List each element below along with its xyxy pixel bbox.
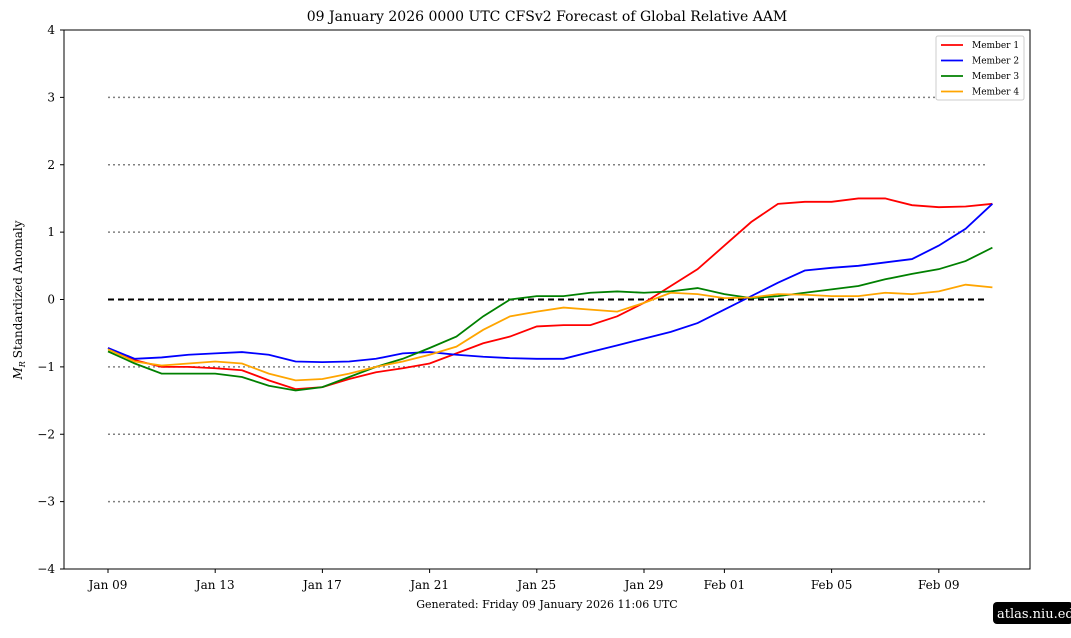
legend-label: Member 4 (972, 88, 1019, 98)
y-tick-label: −4 (37, 562, 55, 576)
y-label-subscript: R (18, 361, 27, 368)
x-tick-label: Jan 17 (301, 578, 342, 592)
y-label-text: MR Standardized Anomaly (11, 220, 27, 380)
y-tick-label: −1 (37, 360, 55, 374)
x-tick-label: Jan 21 (408, 578, 449, 592)
x-tick-label: Jan 13 (194, 578, 235, 592)
y-tick-label: 4 (47, 23, 55, 37)
legend: Member 1 Member 2 Member 3 Member 4 (935, 35, 1025, 101)
y-tick-label: 1 (47, 225, 55, 239)
series-line (107, 246, 993, 392)
series-line (107, 197, 993, 391)
y-tick-label: 0 (47, 293, 55, 307)
x-tick-label: Feb 05 (811, 578, 853, 592)
x-tick-label: Jan 09 (87, 578, 128, 592)
legend-label: Member 3 (972, 72, 1019, 82)
y-tick-label: −3 (37, 495, 55, 509)
legend-label: Member 2 (972, 57, 1019, 67)
x-tick-label: Feb 01 (704, 578, 746, 592)
series-line (107, 283, 993, 382)
chart-title: 09 January 2026 0000 UTC CFSv2 Forecast … (307, 9, 788, 25)
y-tick-label: 2 (47, 158, 55, 172)
y-label-main: Standardized Anomaly (11, 220, 25, 358)
badge-bg (993, 602, 1071, 624)
y-tick-label: −2 (37, 427, 55, 441)
x-tick-label: Jan 25 (515, 578, 556, 592)
y-axis-label: MR Standardized Anomaly (11, 220, 27, 380)
footer: Generated: Friday 09 January 2026 11:06 … (416, 598, 677, 611)
x-tick-label: Jan 29 (623, 578, 664, 592)
legend-box (935, 35, 1025, 101)
badge: atlas.niu.edu (997, 607, 1071, 622)
legend-label: Member 1 (972, 41, 1019, 51)
y-tick-label: 3 (47, 90, 55, 104)
series-line (107, 203, 994, 364)
y-label-symbol: M (11, 367, 25, 381)
x-tick-label: Feb 09 (918, 578, 960, 592)
